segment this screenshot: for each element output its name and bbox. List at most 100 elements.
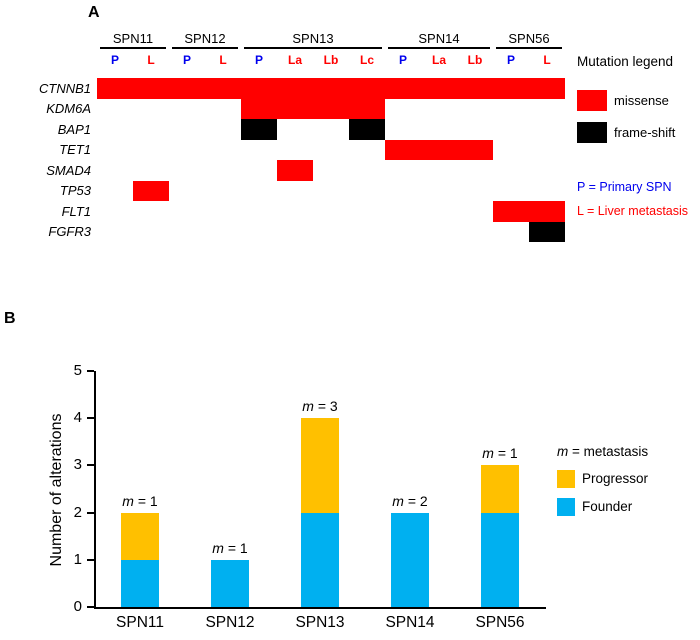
bar-segment-founder	[211, 559, 249, 607]
sample-label: Lc	[359, 53, 374, 67]
heatmap-cell-missense	[97, 78, 133, 99]
x-axis-line	[94, 607, 546, 609]
heatmap-cell-missense	[313, 78, 349, 99]
bar-value-label: m = 1	[212, 539, 248, 556]
group-header: SPN56	[508, 31, 550, 46]
bar-value-label: m = 2	[392, 492, 428, 509]
y-tick-label: 0	[73, 598, 82, 615]
heatmap-cell-missense	[457, 78, 493, 99]
bar-segment-founder	[391, 512, 429, 607]
group-header: SPN13	[292, 31, 334, 46]
group-header: SPN14	[418, 31, 460, 46]
gene-label: TP53	[59, 183, 91, 199]
primary-spn-note: P = Primary SPN	[577, 180, 672, 194]
heatmap-cell-missense	[385, 78, 421, 99]
heatmap-cell-missense	[529, 78, 565, 99]
progressor-legend-label: Progressor	[582, 471, 649, 486]
y-tick-mark	[87, 370, 94, 372]
founder-legend-label: Founder	[582, 499, 633, 514]
heatmap-cell-missense	[277, 160, 313, 181]
heatmap-cell-missense	[169, 78, 205, 99]
bar-segment-progressor	[301, 418, 339, 513]
liver-metastasis-note: L = Liver metastasis	[577, 204, 689, 218]
heatmap-cell-missense	[493, 201, 529, 222]
bar-value-label: m = 3	[302, 398, 338, 415]
sample-label: L	[543, 53, 551, 67]
heatmap-cell-missense	[313, 98, 349, 119]
category-label: SPN13	[295, 614, 345, 631]
heatmap-cell-frame-shift	[349, 119, 385, 140]
sample-label: La	[287, 53, 302, 67]
panel-b-label: B	[4, 310, 16, 327]
heatmap-cell-missense	[421, 139, 457, 160]
sample-label: Lb	[323, 53, 339, 67]
category-label: SPN11	[116, 614, 164, 631]
gene-label: TET1	[59, 142, 91, 158]
heatmap-cell-missense	[421, 78, 457, 99]
y-tick-label: 4	[73, 409, 82, 427]
gene-label: FGFR3	[48, 224, 91, 240]
bar-value-label: m = 1	[122, 492, 158, 509]
gene-label: CTNNB1	[38, 80, 91, 96]
sample-label: Lb	[467, 53, 483, 67]
heatmap-cell-frame-shift	[529, 221, 565, 242]
bar-value-label: m = 1	[482, 445, 518, 462]
mutation-legend-title: Mutation legend	[577, 54, 674, 69]
sample-label: P	[182, 53, 191, 67]
bar-segment-progressor	[481, 465, 519, 513]
heatmap-cell-missense	[241, 98, 277, 119]
bar-segment-founder	[481, 512, 519, 607]
bar-segment-founder	[301, 512, 339, 607]
gene-label: BAP1	[57, 121, 91, 137]
sample-label: P	[254, 53, 263, 67]
heatmap-cell-missense	[277, 98, 313, 119]
category-label: SPN14	[385, 614, 435, 631]
heatmap-cell-missense	[529, 201, 565, 222]
panel-a-label: A	[88, 4, 100, 21]
group-header: SPN11	[112, 31, 154, 46]
metastasis-count-note: m = metastasis	[557, 444, 649, 459]
y-axis-line	[94, 371, 96, 609]
heatmap-cell-missense	[457, 139, 493, 160]
sample-label: P	[506, 53, 515, 67]
gene-label: FLT1	[61, 203, 91, 219]
heatmap-cell-missense	[349, 98, 385, 119]
sample-label: P	[110, 53, 119, 67]
heatmap-cell-missense	[133, 180, 169, 201]
sample-label: L	[147, 53, 155, 67]
y-tick-label: 1	[73, 550, 82, 568]
heatmap-cell-missense	[493, 78, 529, 99]
group-underline	[172, 47, 238, 49]
y-tick-mark	[87, 558, 94, 561]
heatmap-cell-missense	[349, 78, 385, 99]
frameshift-color-swatch	[577, 122, 607, 143]
group-header: SPN12	[184, 31, 226, 46]
bar-segment-founder	[121, 559, 159, 607]
y-axis-title: Number of alterations	[48, 413, 65, 567]
heatmap-cell-missense	[241, 78, 277, 99]
y-tick-mark	[87, 464, 94, 467]
frameshift-label: frame-shift	[614, 125, 676, 140]
y-tick-label: 5	[73, 362, 82, 379]
group-underline	[100, 47, 166, 49]
missense-color-swatch	[577, 90, 607, 111]
heatmap-cell-missense	[133, 78, 169, 99]
y-tick-label: 2	[73, 503, 82, 521]
heatmap-cell-missense	[385, 139, 421, 160]
group-underline	[388, 47, 490, 49]
y-tick-mark	[87, 511, 94, 514]
heatmap-cell-missense	[205, 78, 241, 99]
category-label: SPN56	[475, 614, 525, 631]
bar-segment-progressor	[121, 512, 159, 560]
sample-label: P	[398, 53, 407, 67]
sample-label: L	[219, 53, 227, 67]
progressor-color-swatch	[557, 470, 575, 488]
group-underline	[244, 47, 382, 49]
sample-label: La	[431, 53, 446, 67]
gene-label: KDM6A	[46, 101, 91, 117]
category-label: SPN12	[205, 614, 255, 631]
group-underline	[496, 47, 562, 49]
gene-label: SMAD4	[46, 162, 91, 178]
founder-color-swatch	[557, 498, 575, 516]
heatmap-cell-frame-shift	[241, 119, 277, 140]
